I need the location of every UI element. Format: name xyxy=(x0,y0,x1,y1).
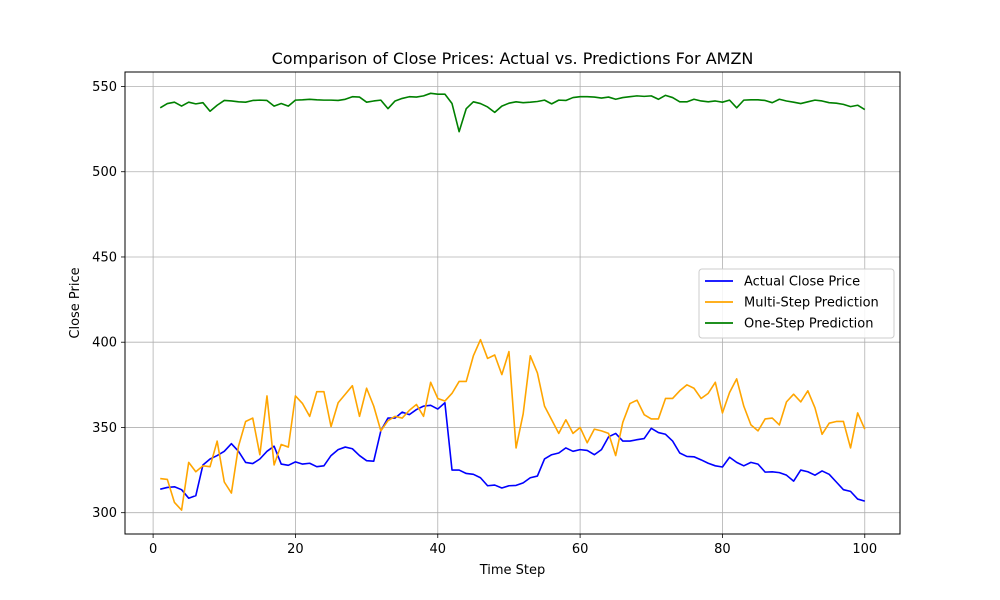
x-tick-label: 60 xyxy=(572,542,589,557)
x-tick-label: 80 xyxy=(714,542,731,557)
legend-label-multi-step-prediction: Multi-Step Prediction xyxy=(744,296,879,311)
x-axis-label: Time Step xyxy=(479,563,546,578)
axis-ticks: 0 20 40 60 80 100 300 350 400 450 500 550 xyxy=(92,80,877,557)
legend-label-actual-close-price: Actual Close Price xyxy=(744,275,860,290)
y-tick-label: 450 xyxy=(92,250,117,265)
legend: Actual Close Price Multi-Step Prediction O… xyxy=(698,268,895,339)
legend-label-one-step-prediction: One-Step Prediction xyxy=(744,317,873,332)
x-tick-label: 20 xyxy=(287,542,304,557)
y-tick-label: 300 xyxy=(92,506,117,521)
series-lines xyxy=(159,92,866,511)
x-tick-label: 40 xyxy=(430,542,447,557)
chart-title: Comparison of Close Prices: Actual vs. P… xyxy=(272,49,754,68)
y-tick-label: 550 xyxy=(92,80,117,95)
y-axis-label: Close Price xyxy=(68,267,83,338)
x-tick-label: 100 xyxy=(852,542,877,557)
legend-box xyxy=(698,268,895,339)
y-tick-label: 400 xyxy=(92,336,117,351)
x-tick-label: 0 xyxy=(149,542,157,557)
y-tick-label: 500 xyxy=(92,165,117,180)
series-line-one-step-prediction xyxy=(159,92,866,133)
series-line-multi-step-prediction xyxy=(160,338,866,511)
y-tick-label: 350 xyxy=(92,421,117,436)
plot-area-frame xyxy=(124,71,901,535)
